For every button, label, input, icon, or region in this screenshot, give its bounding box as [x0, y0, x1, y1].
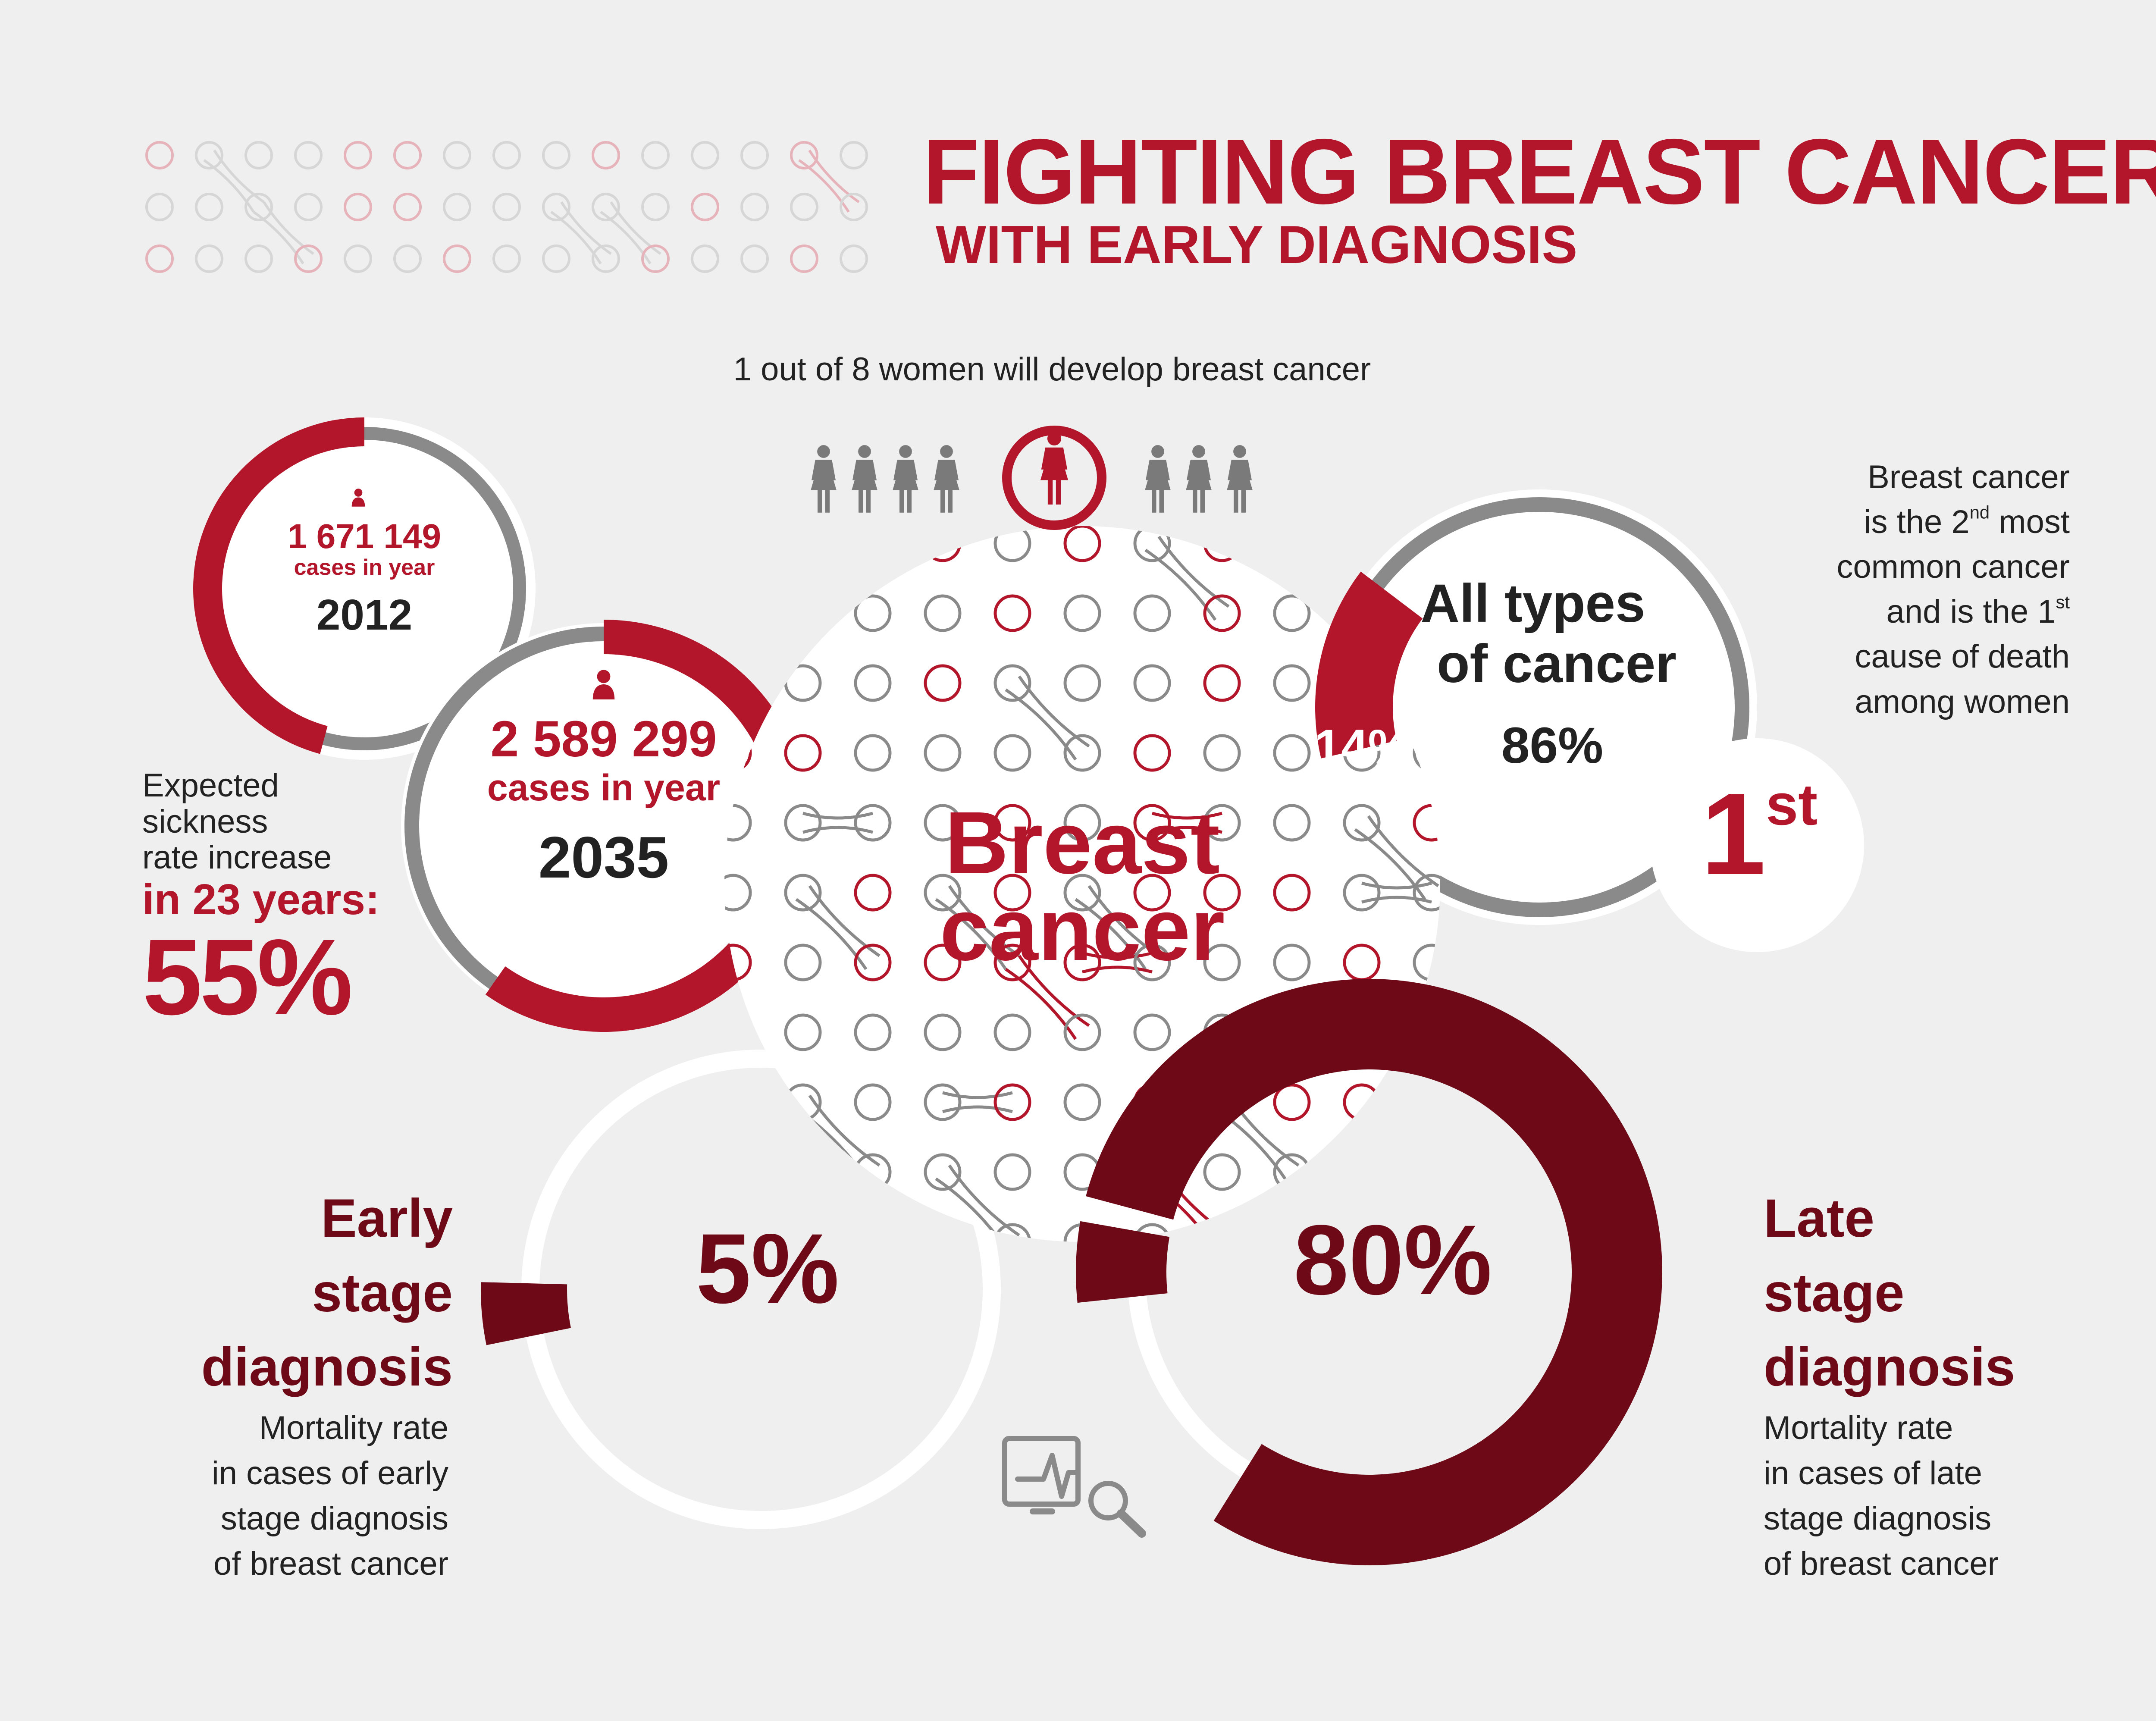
all-types-line: of cancer	[1437, 634, 1677, 694]
early-desc: Mortality rate in cases of early stage d…	[129, 1406, 448, 1587]
late-title-line: stage	[1764, 1263, 1905, 1323]
cases-2012-label: cases in year	[294, 555, 435, 580]
rank-line: and is the 1st	[1886, 592, 2070, 630]
women-icons	[811, 426, 1253, 530]
late-desc-line: Mortality rate	[1764, 1410, 1953, 1446]
breast-cancer-segment	[1315, 571, 1423, 759]
early-title-line: stage	[312, 1263, 453, 1323]
rank-text: Breast cancer is the 2nd most common can…	[1682, 455, 2070, 724]
subtitle: WITH EARLY DIAGNOSIS	[936, 215, 1578, 275]
late-title-line: Late	[1764, 1188, 1875, 1248]
highlight-ring	[1002, 426, 1106, 530]
late-title: Late stage diagnosis	[1764, 1182, 2109, 1405]
ring-2012	[193, 417, 536, 760]
increase-line: Expected	[142, 767, 279, 804]
all-types-line: All types	[1420, 574, 1645, 633]
early-desc-line: stage diagnosis	[220, 1500, 448, 1537]
early-desc-line: of breast cancer	[213, 1545, 448, 1582]
rank-line: Breast cancer	[1868, 459, 2070, 495]
center-label: Breast cancer	[888, 793, 1276, 979]
late-value: 80%	[1293, 1204, 1492, 1315]
stat-2035: 2 589 299 cases in year 2035	[431, 711, 776, 890]
rank-line: common cancer	[1836, 549, 2070, 586]
all-types-title: All types of cancer	[1371, 574, 1695, 694]
breast-percent: 14%	[1314, 720, 1411, 774]
increase-line: sickness	[142, 803, 268, 840]
woman-icon	[1040, 431, 1069, 505]
center-line: Breast	[944, 793, 1220, 892]
increase-period: in 23 years:	[142, 875, 380, 924]
late-desc-line: stage diagnosis	[1764, 1500, 1992, 1537]
cases-2035-count: 2 589 299	[490, 711, 717, 768]
early-title-line: diagnosis	[201, 1337, 453, 1397]
early-desc-line: Mortality rate	[259, 1410, 448, 1446]
woman-icon	[1227, 445, 1253, 513]
early-title-line: Early	[321, 1188, 453, 1248]
rank-line: among women	[1855, 683, 2070, 720]
increase-block: Expected sickness rate increase in 23 ye…	[142, 768, 444, 1031]
early-desc-line: in cases of early	[211, 1455, 448, 1492]
late-desc-line: of breast cancer	[1764, 1545, 1999, 1582]
center-line: cancer	[940, 880, 1225, 979]
header-dot-pattern	[145, 141, 868, 273]
woman-icon	[934, 445, 959, 513]
year-2012: 2012	[316, 591, 413, 639]
monitor-magnifier-icon	[1002, 1436, 1146, 1538]
woman-icon	[893, 445, 918, 513]
main-title: FIGHTING BREAST CANCER	[923, 119, 2156, 223]
late-mortality-arc	[1086, 978, 1662, 1565]
rank-line: cause of death	[1855, 638, 2070, 675]
early-mortality-arc	[481, 1282, 571, 1345]
increase-value: 55%	[142, 916, 353, 1037]
year-2035: 2035	[538, 824, 669, 890]
others-percent: 86%	[1501, 717, 1604, 774]
rank-badge-circle	[1650, 738, 1864, 952]
woman-icon	[1186, 445, 1212, 513]
rank-line: is the 2nd most	[1864, 502, 2070, 541]
rank-badge: 1st	[1701, 769, 1818, 899]
late-desc: Mortality rate in cases of late stage di…	[1764, 1406, 2091, 1587]
cases-2035-label: cases in year	[487, 767, 721, 809]
late-desc-line: in cases of late	[1764, 1455, 1982, 1492]
cases-2012-count: 1 671 149	[288, 517, 441, 555]
woman-icon	[852, 445, 877, 513]
early-title: Early stage diagnosis	[129, 1182, 453, 1405]
late-mortality-arc-stub	[1076, 1221, 1170, 1303]
women-stat-text: 1 out of 8 women will develop breast can…	[733, 351, 1371, 388]
woman-icon	[811, 445, 837, 513]
early-value: 5%	[696, 1213, 840, 1324]
woman-icon	[1145, 445, 1171, 513]
late-title-line: diagnosis	[1764, 1337, 2015, 1397]
stat-2012: 1 671 149 cases in year 2012	[235, 517, 494, 639]
increase-line: rate increase	[142, 839, 332, 876]
